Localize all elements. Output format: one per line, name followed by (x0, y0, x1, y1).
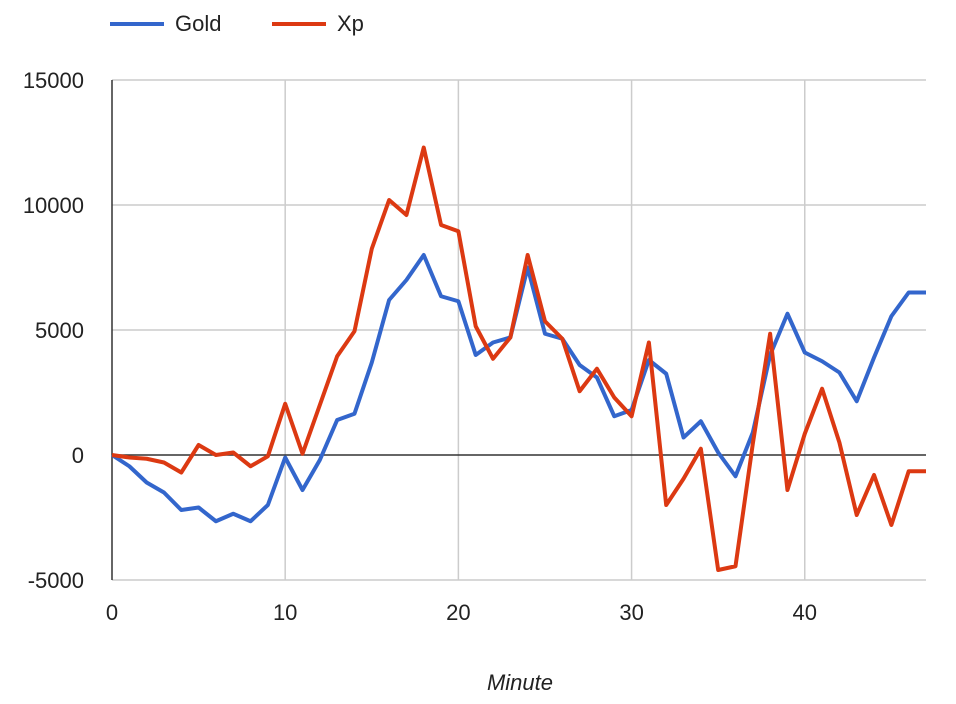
series-line-xp[interactable] (111, 145, 926, 572)
series-layer (110, 145, 926, 572)
legend-label-xp: Xp (337, 11, 364, 36)
legend-item-xp[interactable]: Xp (272, 11, 364, 36)
legend-label-gold: Gold (175, 11, 221, 36)
y-tick-label: -5000 (28, 568, 84, 593)
axes (111, 80, 926, 580)
y-tick-label: 0 (72, 443, 84, 468)
x-tick-label: 0 (106, 600, 118, 625)
legend: Gold Xp (110, 11, 364, 36)
x-tick-label: 10 (273, 600, 297, 625)
y-tick-label: 15000 (23, 68, 84, 93)
y-tick-label: 10000 (23, 193, 84, 218)
x-tick-label: 20 (446, 600, 470, 625)
grid-lines (112, 79, 926, 581)
y-tick-label: 5000 (35, 318, 84, 343)
x-tick-label: 30 (619, 600, 643, 625)
legend-item-gold[interactable]: Gold (110, 11, 221, 36)
x-axis-title: Minute (487, 670, 553, 695)
tick-labels: 15000 10000 5000 0 -5000 0 10 20 30 40 (23, 68, 817, 625)
x-tick-label: 40 (793, 600, 817, 625)
